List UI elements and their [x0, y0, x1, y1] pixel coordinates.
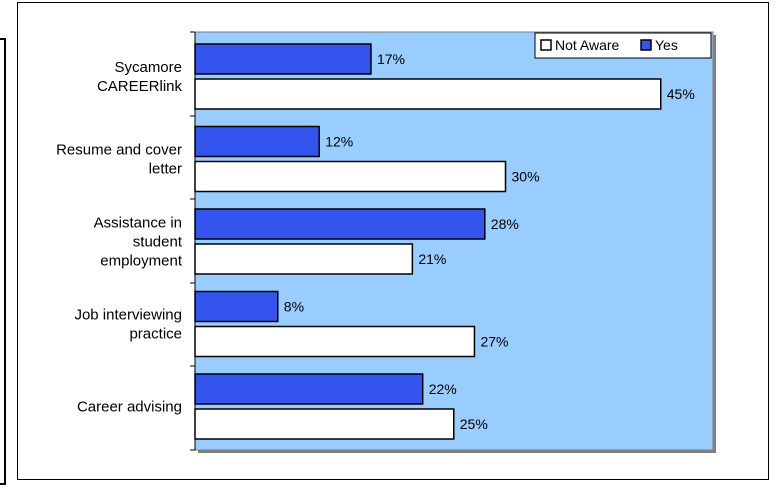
- bar-yes: [194, 43, 372, 75]
- data-label: 27%: [480, 334, 508, 350]
- data-label: 17%: [377, 51, 405, 67]
- data-label: 8%: [284, 299, 304, 315]
- legend: [534, 32, 712, 59]
- category-label: student: [133, 234, 183, 251]
- bar-not-aware: [194, 78, 662, 110]
- data-label: 22%: [429, 381, 457, 397]
- category-label: Assistance in: [94, 215, 182, 232]
- data-label: 45%: [667, 86, 695, 102]
- legend-swatch: [540, 39, 552, 51]
- category-label: Sycamore: [114, 59, 182, 76]
- category-label: practice: [129, 326, 182, 343]
- category-label: Job interviewing: [74, 307, 182, 324]
- bar-yes: [194, 373, 424, 405]
- data-label: 12%: [325, 134, 353, 150]
- category-label: CAREERlink: [97, 78, 183, 95]
- legend-label: Yes: [655, 37, 678, 53]
- data-label: 28%: [491, 216, 519, 232]
- category-label: Resume and cover: [56, 142, 182, 159]
- bar-not-aware: [194, 160, 507, 193]
- bar-not-aware: [194, 408, 455, 440]
- legend-label: Not Aware: [555, 37, 620, 53]
- bar-yes: [194, 290, 279, 323]
- data-label: 25%: [460, 416, 488, 432]
- category-label: letter: [149, 161, 182, 178]
- data-label: 30%: [512, 169, 540, 185]
- category-label: Career advising: [77, 399, 182, 416]
- bar-yes: [194, 125, 320, 158]
- adjacent-panel-edge: [0, 38, 6, 485]
- bar-not-aware: [194, 325, 476, 358]
- bar-not-aware: [194, 243, 414, 275]
- data-label: 21%: [418, 251, 446, 267]
- category-label: employment: [100, 253, 183, 270]
- legend-swatch: [640, 39, 652, 51]
- bar-yes: [194, 208, 486, 240]
